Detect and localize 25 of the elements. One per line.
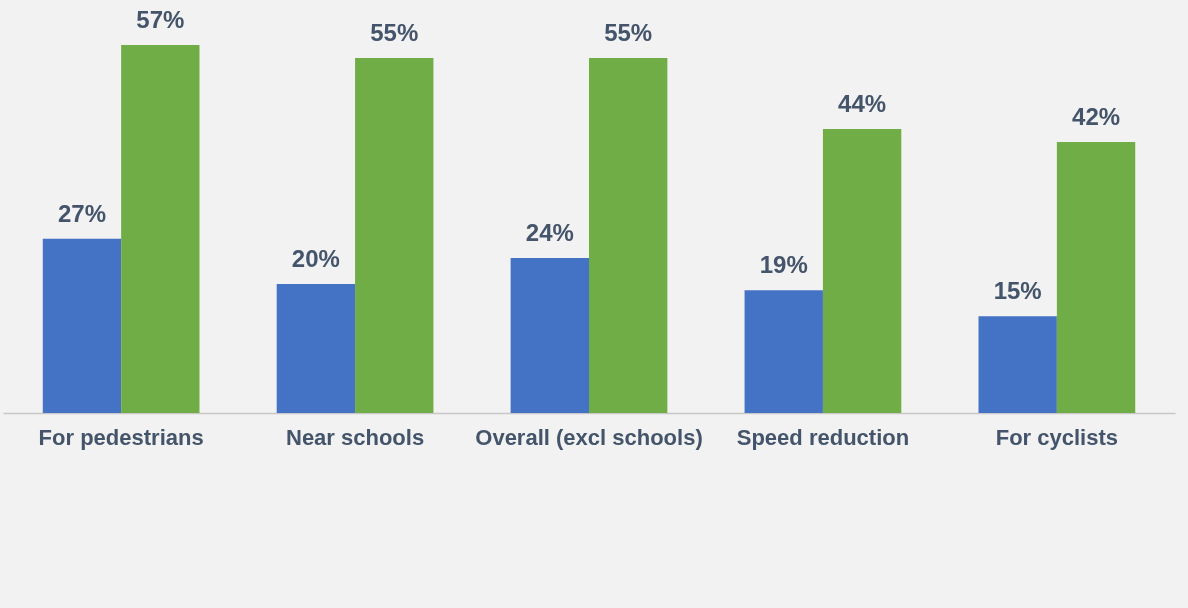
bar bbox=[822, 128, 902, 413]
x-tick-label: For pedestrians bbox=[38, 424, 204, 450]
data-label: 44% bbox=[838, 89, 887, 117]
bar bbox=[589, 57, 668, 413]
bar bbox=[510, 258, 589, 413]
bar bbox=[1056, 141, 1136, 413]
data-label: 24% bbox=[525, 219, 574, 247]
x-tick-label: For cyclists bbox=[995, 424, 1118, 450]
data-label: 15% bbox=[993, 277, 1042, 305]
bar bbox=[744, 290, 823, 413]
bar bbox=[355, 57, 434, 413]
data-label: 19% bbox=[759, 251, 808, 279]
data-label: 42% bbox=[1072, 102, 1121, 130]
bar bbox=[978, 316, 1057, 413]
bar bbox=[42, 238, 122, 413]
data-label: 20% bbox=[291, 244, 340, 272]
bar bbox=[121, 45, 200, 413]
x-tick-label: Near schools bbox=[285, 424, 425, 450]
bar bbox=[276, 283, 356, 413]
x-tick-label: Overall (excl schools) bbox=[475, 424, 703, 450]
data-label: 55% bbox=[370, 18, 419, 46]
data-label: 57% bbox=[136, 6, 185, 34]
x-tick-label: Speed reduction bbox=[736, 424, 910, 450]
data-label: 27% bbox=[57, 199, 106, 227]
data-label: 55% bbox=[604, 18, 653, 46]
